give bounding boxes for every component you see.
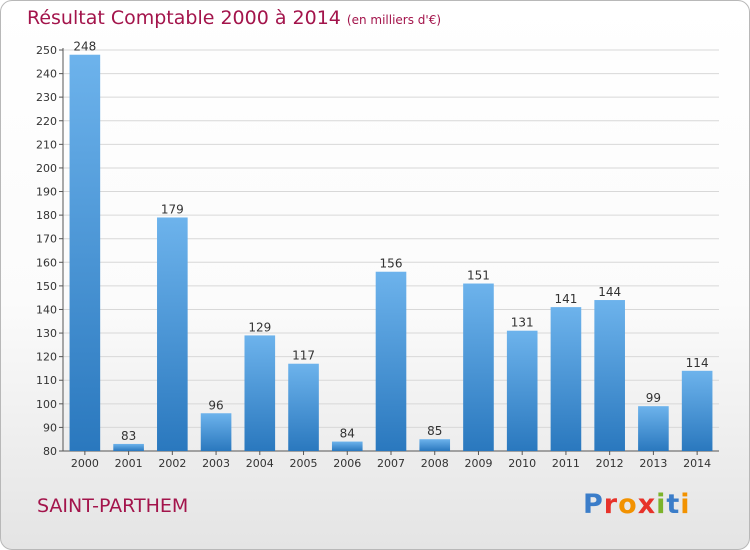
y-tick-label: 110 bbox=[36, 374, 57, 387]
bar-2006 bbox=[331, 441, 363, 451]
city-name: SAINT-PARTHEM bbox=[37, 495, 189, 517]
y-tick-label: 190 bbox=[36, 186, 57, 199]
logo-letter: i bbox=[680, 489, 691, 520]
title-text: Résultat Comptable 2000 à 2014 bbox=[27, 7, 341, 29]
bar-2008 bbox=[419, 439, 451, 451]
bar-value-label: 179 bbox=[161, 202, 184, 216]
bar-value-label: 248 bbox=[73, 40, 96, 54]
logo-letter: t bbox=[666, 489, 681, 520]
bar-value-label: 96 bbox=[208, 398, 223, 412]
x-tick-label: 2011 bbox=[552, 457, 580, 470]
bar-value-label: 83 bbox=[121, 429, 136, 443]
bar-value-label: 117 bbox=[292, 349, 315, 363]
x-tick-label: 2005 bbox=[290, 457, 318, 470]
bar-2004 bbox=[244, 335, 276, 451]
bar-2010 bbox=[506, 330, 538, 451]
bar-2003 bbox=[200, 413, 232, 451]
bars: 248 83 179 96 129 117 84 156 85 151 131 141 144 99 114 bbox=[69, 40, 713, 451]
y-tick-label: 250 bbox=[36, 44, 57, 57]
bar-2009 bbox=[463, 283, 494, 451]
logo-letter: x bbox=[637, 489, 657, 520]
x-tick-label: 2006 bbox=[333, 457, 361, 470]
bar-2007 bbox=[375, 271, 407, 451]
y-tick-label: 240 bbox=[36, 68, 57, 81]
bar-value-label: 85 bbox=[427, 424, 442, 438]
y-tick-label: 160 bbox=[36, 256, 57, 269]
bar-2013 bbox=[638, 406, 669, 451]
y-tick-label: 150 bbox=[36, 280, 57, 293]
y-tick-label: 230 bbox=[36, 91, 57, 104]
x-tick-label: 2007 bbox=[377, 457, 405, 470]
x-tick-label: 2004 bbox=[246, 457, 274, 470]
bar-2005 bbox=[288, 363, 319, 451]
x-tick-label: 2008 bbox=[421, 457, 449, 470]
bar-value-label: 151 bbox=[467, 269, 490, 283]
bar-value-label: 129 bbox=[248, 320, 271, 334]
x-tick-label: 2000 bbox=[71, 457, 99, 470]
logo-letter: i bbox=[656, 489, 667, 520]
bar-value-label: 99 bbox=[646, 391, 661, 405]
chart-subtitle: (en milliers d'€) bbox=[346, 13, 442, 27]
bar-value-label: 114 bbox=[686, 356, 709, 370]
proxiti-logo: Proxiti bbox=[583, 489, 691, 520]
y-tick-label: 130 bbox=[36, 327, 57, 340]
x-tick-label: 2012 bbox=[596, 457, 624, 470]
bar-value-label: 144 bbox=[598, 285, 621, 299]
logo-letter: r bbox=[603, 489, 619, 520]
y-tick-label: 90 bbox=[43, 421, 57, 434]
x-tick-label: 2003 bbox=[202, 457, 230, 470]
y-tick-label: 80 bbox=[43, 445, 57, 458]
bar-2012 bbox=[594, 300, 625, 451]
x-tick-label: 2001 bbox=[115, 457, 143, 470]
bar-2011 bbox=[550, 307, 582, 451]
y-tick-label: 200 bbox=[36, 162, 57, 175]
x-tick-label: 2010 bbox=[508, 457, 536, 470]
bar-value-label: 141 bbox=[554, 292, 577, 306]
logo-letter: P bbox=[583, 489, 604, 520]
bar-2014 bbox=[681, 370, 713, 451]
y-tick-label: 100 bbox=[36, 398, 57, 411]
y-tick-label: 140 bbox=[36, 303, 57, 316]
axes: 80 90 100 110 120 130 140 150 160 170 180 190 200 210… bbox=[36, 44, 719, 470]
bar-value-label: 131 bbox=[511, 316, 534, 330]
chart-title: Résultat Comptable 2000 à 2014 (en millie… bbox=[27, 7, 441, 29]
bar-2000 bbox=[69, 54, 101, 451]
x-tick-label: 2009 bbox=[464, 457, 492, 470]
bar-value-label: 156 bbox=[380, 257, 403, 271]
x-tick-label: 2013 bbox=[639, 457, 667, 470]
y-tick-label: 210 bbox=[36, 138, 57, 151]
y-tick-label: 170 bbox=[36, 233, 57, 246]
y-tick-label: 220 bbox=[36, 115, 57, 128]
bar-value-label: 84 bbox=[340, 427, 355, 441]
x-tick-label: 2014 bbox=[683, 457, 711, 470]
y-tick-label: 180 bbox=[36, 209, 57, 222]
x-tick-label: 2002 bbox=[158, 457, 186, 470]
bar-2002 bbox=[157, 217, 188, 451]
bar-2001 bbox=[113, 443, 144, 451]
y-tick-label: 120 bbox=[36, 351, 57, 364]
logo-letter: o bbox=[618, 489, 638, 520]
